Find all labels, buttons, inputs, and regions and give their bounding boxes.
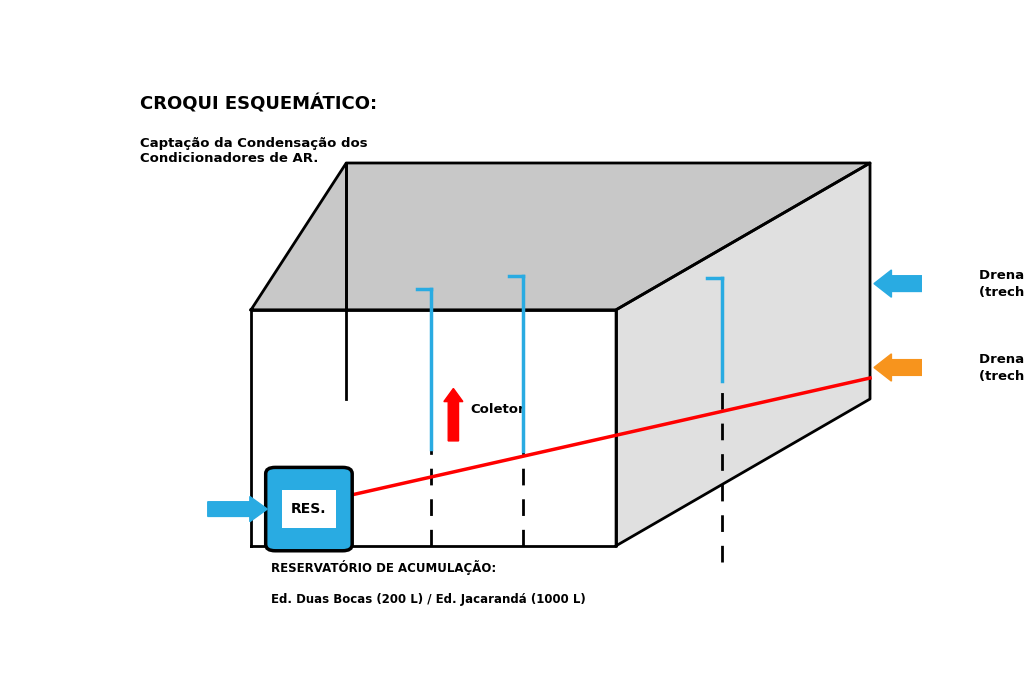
FancyArrow shape [443,388,463,441]
Text: Coletor: Coletor [471,403,525,416]
Text: Captação da Condensação dos
Condicionadores de AR.: Captação da Condensação dos Condicionado… [140,137,368,165]
Text: Ed. Duas Bocas (200 L) / Ed. Jacarandá (1000 L): Ed. Duas Bocas (200 L) / Ed. Jacarandá (… [271,592,586,605]
Text: RESERVATÓRIO DE ACUMULAÇÃO:: RESERVATÓRIO DE ACUMULAÇÃO: [271,560,497,575]
Text: RES.: RES. [291,502,327,516]
FancyArrow shape [874,354,970,381]
FancyArrow shape [208,496,267,522]
FancyBboxPatch shape [283,490,336,528]
Polygon shape [251,163,870,310]
FancyBboxPatch shape [265,467,352,551]
Polygon shape [251,310,616,545]
Text: Drenagem original
(trecho em uso): Drenagem original (trecho em uso) [979,268,1024,298]
Text: Drenagem original
(trecho desativado): Drenagem original (trecho desativado) [979,353,1024,383]
Polygon shape [616,163,870,545]
FancyArrow shape [874,270,970,297]
Text: CROQUI ESQUEMÁTICO:: CROQUI ESQUEMÁTICO: [140,95,377,114]
